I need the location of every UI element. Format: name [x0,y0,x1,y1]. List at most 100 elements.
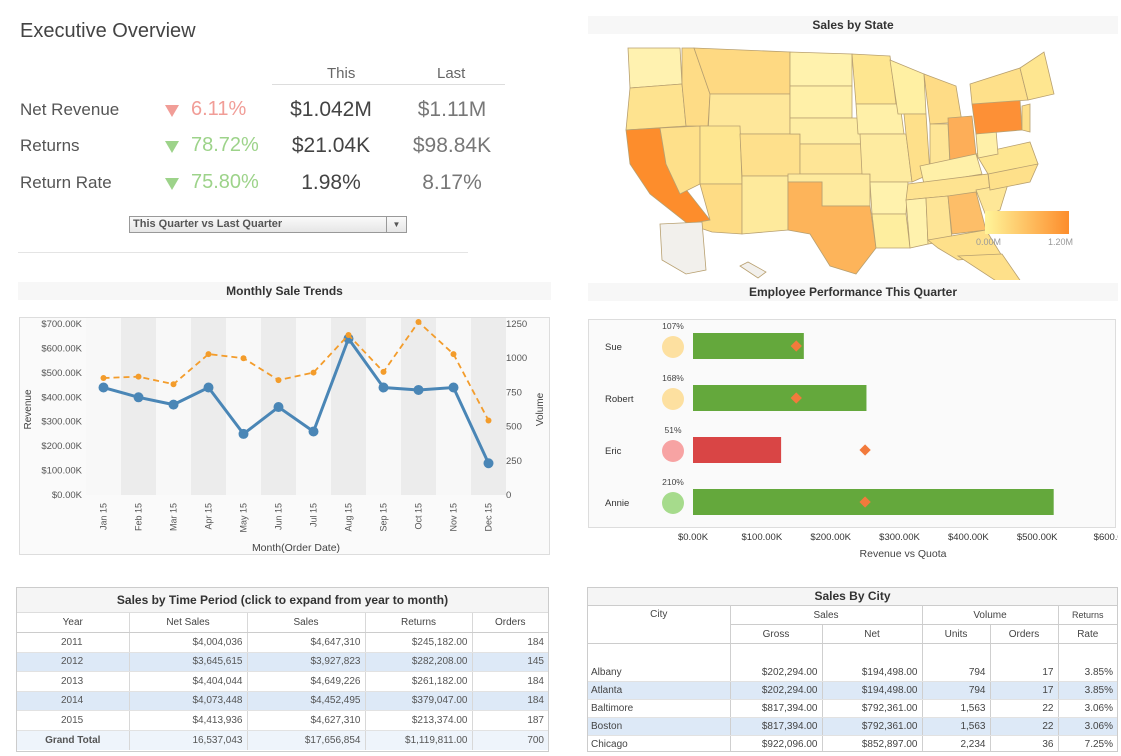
table-row[interactable]: Chicago$922,096.00$852,897.002,234367.25… [588,736,1117,753]
col-net[interactable]: Net [822,625,922,644]
year-cell[interactable]: 2015 [17,711,129,731]
time-period-title: Sales by Time Period (click to expand fr… [17,588,548,613]
volume-point[interactable] [206,351,212,357]
x-axis-title: Revenue vs Quota [860,548,947,560]
volume-point[interactable] [171,381,177,387]
time-period-table: Year Net Sales Sales Returns Orders 2011… [17,613,548,750]
month-band [191,318,226,495]
city-cell[interactable]: Albany [588,664,730,682]
employee-name: Eric [605,446,622,457]
volume-point[interactable] [416,319,422,325]
col-net-sales[interactable]: Net Sales [129,613,247,633]
map-legend-min: 0.00M [976,237,1001,247]
state-sd [790,86,852,118]
table-row[interactable]: Atlanta$202,294.00$194,498.00794173.85% [588,682,1117,700]
revenue-point[interactable] [169,400,179,410]
x-tick: Aug 15 [344,503,354,532]
revenue-point[interactable] [414,385,424,395]
period-select[interactable]: This Quarter vs Last Quarter ▼ [129,216,407,233]
y-left-tick: $300.00K [41,417,82,428]
year-cell[interactable]: 2011 [17,633,129,653]
volume-point[interactable] [486,417,492,423]
city-panel: Sales By City City Sales Volume Returns … [587,587,1118,752]
month-band [471,318,506,495]
table-row[interactable]: Baltimore$817,394.00$792,361.001,563223.… [588,700,1117,718]
year-cell[interactable]: 2013 [17,672,129,692]
volume-point[interactable] [311,370,317,376]
volume-point[interactable] [276,377,282,383]
grand-total-cell: 700 [472,730,548,750]
city-cell[interactable]: Boston [588,718,730,736]
city-cell[interactable]: Atlanta [588,682,730,700]
revenue-bar[interactable] [693,385,866,411]
year-cell[interactable]: 2012 [17,652,129,672]
table-row[interactable]: 2013$4,404,044$4,649,226$261,182.00184 [17,672,548,692]
net-cell: $852,897.00 [822,736,922,753]
revenue-point[interactable] [449,383,459,393]
revenue-point[interactable] [309,426,319,436]
y-left-tick: $0.00K [52,490,83,501]
employee-pct-label: 51% [664,425,681,435]
city-title: Sales By City [588,588,1117,605]
x-tick: Oct 15 [414,503,424,530]
revenue-point[interactable] [134,392,144,402]
revenue-bar[interactable] [693,489,1054,515]
col-sales[interactable]: Sales [247,613,365,633]
volume-point[interactable] [241,355,247,361]
revenue-point[interactable] [239,429,249,439]
table-row[interactable]: 2011$4,004,036$4,647,310$245,182.00184 [17,633,548,653]
table-row[interactable]: Boston$817,394.00$792,361.001,563223.06% [588,718,1117,736]
volume-point[interactable] [346,332,352,338]
returns-cell: $379,047.00 [365,691,472,711]
grand-total-row: Grand Total16,537,043$17,656,854$1,119,8… [17,730,548,750]
volume-point[interactable] [136,374,142,380]
revenue-point[interactable] [484,458,494,468]
y-left-tick: $600.00K [41,343,82,354]
col-rate[interactable]: Rate [1058,625,1117,644]
year-cell[interactable]: 2014 [17,691,129,711]
revenue-bar[interactable] [693,333,804,359]
net-cell: $792,361.00 [822,718,922,736]
grand-total-label: Grand Total [17,730,129,750]
kpi-label: Returns [20,136,80,156]
table-row[interactable]: 2014$4,073,448$4,452,495$379,047.00184 [17,691,548,711]
table-row[interactable]: 2012$3,645,615$3,927,823$282,208.00145 [17,652,548,672]
x-tick: Jul 15 [309,503,319,527]
col-returns[interactable]: Returns [365,613,472,633]
trend-down-icon [165,178,179,190]
revenue-point[interactable] [274,402,284,412]
col-orders[interactable]: Orders [990,625,1058,644]
y-left-tick: $500.00K [41,368,82,379]
col-orders[interactable]: Orders [472,613,548,633]
kpi-this: $1.042M [272,98,390,122]
x-tick: $0.00K [678,532,709,543]
revenue-point[interactable] [379,383,389,393]
orders-cell: 17 [990,664,1058,682]
state-or [626,84,686,130]
quota-marker[interactable] [859,444,870,455]
col-gross[interactable]: Gross [730,625,822,644]
x-tick: Jan 15 [99,503,109,530]
table-row[interactable]: 2015$4,413,936$4,627,310$213,374.00187 [17,711,548,731]
city-cell[interactable]: Chicago [588,736,730,753]
volume-point[interactable] [451,351,457,357]
volume-point[interactable] [381,369,387,375]
revenue-point[interactable] [204,383,214,393]
revenue-point[interactable] [99,383,109,393]
city-cell[interactable]: Baltimore [588,700,730,718]
volume-point[interactable] [101,375,107,381]
col-this-header: This [327,65,355,82]
dropdown-arrow-icon[interactable]: ▼ [386,217,406,232]
units-cell: 1,563 [922,718,990,736]
col-units[interactable]: Units [922,625,990,644]
net-sales-cell: $3,645,615 [129,652,247,672]
sales-cell: $4,647,310 [247,633,365,653]
table-row[interactable]: Albany$202,294.00$194,498.00794173.85% [588,664,1117,682]
status-indicator [662,336,684,358]
revenue-bar[interactable] [693,437,781,463]
col-year[interactable]: Year [17,613,129,633]
orders-cell: 184 [472,691,548,711]
col-city[interactable]: City [588,606,730,644]
state-ak [660,222,706,274]
state-ms [906,198,928,248]
